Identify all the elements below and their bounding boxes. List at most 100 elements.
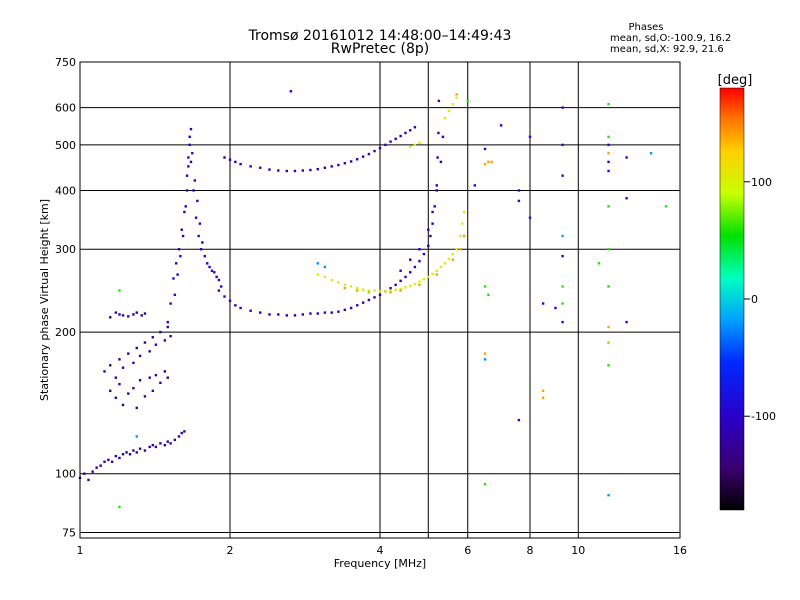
data-point [435,273,438,276]
data-point [404,131,407,135]
data-point [151,389,155,393]
data-point [561,174,564,177]
data-point [91,470,94,473]
data-point [431,210,434,214]
data-point [128,453,132,456]
data-point [466,99,469,103]
data-point [343,308,347,312]
data-point [176,273,179,276]
data-point [138,379,142,382]
phase-stats-header: Phases [628,22,663,33]
data-point [208,265,211,269]
colorbar [720,88,744,510]
data-point [309,168,312,172]
data-point [561,254,564,258]
data-point [159,330,162,334]
data-point [483,352,487,355]
data-point [159,442,162,445]
data-point [607,143,610,147]
data-point [625,156,628,159]
data-point [173,293,177,297]
data-point [135,406,138,410]
data-point [409,258,412,261]
data-point [649,151,653,155]
data-point [189,160,193,164]
data-point [191,151,194,155]
data-point [109,389,112,393]
data-point [166,376,169,379]
data-point [367,291,371,294]
data-point [459,248,462,251]
data-point [187,156,190,159]
data-point [268,313,271,316]
data-point [607,494,610,497]
data-point [413,265,417,269]
data-point [121,314,125,317]
data-point [337,163,340,167]
data-point [159,381,162,385]
data-point [343,162,347,165]
data-point [239,162,242,166]
data-point [285,314,288,317]
data-point [103,370,106,373]
data-point [462,234,466,238]
y-tick-label: 300 [55,243,76,256]
data-point [138,447,142,450]
data-point [114,311,118,314]
data-point [427,275,430,279]
data-point [169,334,172,338]
data-point [409,284,412,287]
data-point [607,103,610,106]
data-point [561,320,564,324]
data-point [151,443,155,447]
data-point [429,234,432,238]
data-point [394,137,397,141]
data-point [436,156,439,159]
data-point [607,248,610,251]
data-point [561,106,564,109]
data-point [664,205,668,208]
data-point [330,165,333,168]
data-point [223,295,226,298]
data-point [439,160,443,164]
data-point [399,279,402,283]
data-point [217,278,221,282]
data-point [118,358,121,361]
data-point [234,304,237,307]
data-point [132,386,135,390]
data-point [169,302,172,305]
data-point [183,210,186,214]
data-point [625,320,628,324]
data-point [293,169,297,173]
data-point [367,289,371,292]
data-point [201,241,204,244]
data-point [213,271,216,274]
data-point [175,262,178,265]
data-point [316,167,319,171]
colorbar-tick-label: -100 [751,410,776,423]
data-point [389,286,392,290]
data-point [373,289,376,292]
data-point [196,199,199,203]
data-point [437,99,441,103]
data-point [169,442,172,445]
data-point [239,306,242,310]
data-point [188,135,191,139]
data-point [418,248,421,251]
y-tick-labels: 75 100 200 300 400 500 600 750 [55,56,76,539]
data-point [483,482,487,486]
data-point [517,189,521,192]
data-point [367,152,371,156]
data-point [355,286,359,290]
data-point [87,478,90,482]
data-point [384,143,387,147]
data-point [138,354,142,358]
data-point [399,134,402,138]
data-point [127,392,130,395]
data-point [125,451,128,454]
data-point [148,445,151,449]
data-point [541,396,545,399]
data-point [451,258,455,261]
data-point [163,370,167,373]
